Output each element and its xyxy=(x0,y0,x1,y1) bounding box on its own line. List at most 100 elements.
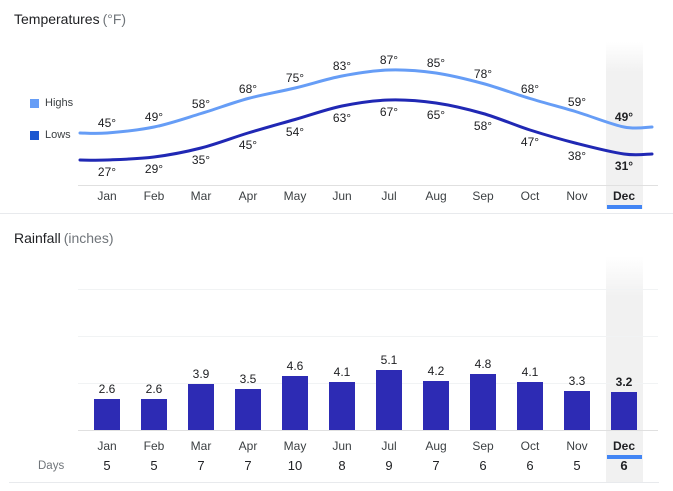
rain-month-label-may[interactable]: May xyxy=(283,439,307,453)
temps-month-label-feb[interactable]: Feb xyxy=(143,189,165,203)
temps-month-label-oct[interactable]: Oct xyxy=(520,189,540,203)
day-count: 5 xyxy=(150,458,158,473)
rain-month-label-sep[interactable]: Sep xyxy=(472,439,494,453)
temperatures-line-chart xyxy=(78,68,654,162)
rain-value-label: 3.2 xyxy=(615,375,633,390)
days-row-caption: Days xyxy=(38,460,65,472)
rain-month-label-nov[interactable]: Nov xyxy=(566,439,588,453)
rain-month-label-oct[interactable]: Oct xyxy=(520,439,540,453)
highs-line xyxy=(78,68,654,135)
rain-value-label: 4.2 xyxy=(427,363,445,378)
rain-bar-oct[interactable] xyxy=(517,381,543,430)
rain-bar-jun[interactable] xyxy=(329,381,355,430)
rain-gridline-4 xyxy=(78,383,658,384)
day-count: 7 xyxy=(197,458,205,473)
rain-axis-line xyxy=(78,430,658,431)
rain-value-label: 5.1 xyxy=(380,353,398,368)
rain-value-label: 4.1 xyxy=(521,364,539,379)
highs-value-label: 45° xyxy=(97,116,117,130)
lows-value-label: 63° xyxy=(332,111,352,125)
rain-month-label-jun[interactable]: Jun xyxy=(332,439,352,453)
highlighted-month-band-rainfall xyxy=(606,256,643,482)
temps-month-label-jan[interactable]: Jan xyxy=(97,189,117,203)
rain-month-label-feb[interactable]: Feb xyxy=(143,439,165,453)
temps-axis-line xyxy=(78,185,658,186)
rain-value-label: 3.3 xyxy=(568,374,586,389)
highlighted-month-underline-rainfall xyxy=(607,455,642,459)
lows-value-label: 58° xyxy=(473,118,493,133)
temps-month-label-apr[interactable]: Apr xyxy=(238,189,258,203)
day-count: 5 xyxy=(573,458,581,473)
rain-bar-sep[interactable] xyxy=(470,373,496,430)
rain-bar-nov[interactable] xyxy=(564,391,590,430)
section-divider xyxy=(0,213,673,214)
highs-value-label: 78° xyxy=(473,66,493,81)
day-count: 10 xyxy=(287,458,303,473)
day-count: 5 xyxy=(103,458,111,473)
rain-month-label-jan[interactable]: Jan xyxy=(97,439,117,453)
rain-value-label: 4.6 xyxy=(286,358,304,373)
rain-gridline-8 xyxy=(78,336,658,337)
temps-month-label-jun[interactable]: Jun xyxy=(332,189,352,203)
rain-month-label-aug[interactable]: Aug xyxy=(425,439,447,453)
highs-value-label: 58° xyxy=(191,96,211,111)
rain-gridline-12 xyxy=(78,289,658,290)
rain-bar-aug[interactable] xyxy=(423,380,449,430)
highs-value-label: 68° xyxy=(520,81,540,96)
rain-month-label-mar[interactable]: Mar xyxy=(190,439,212,453)
rain-bar-dec[interactable] xyxy=(611,392,637,430)
rain-bar-jul[interactable] xyxy=(376,370,402,430)
rain-month-label-jul[interactable]: Jul xyxy=(381,439,397,453)
rain-month-label-dec[interactable]: Dec xyxy=(612,439,635,453)
day-count: 8 xyxy=(338,458,346,473)
rainfall-unit: (inches) xyxy=(63,230,114,246)
rain-value-label: 2.6 xyxy=(145,382,163,397)
day-count: 6 xyxy=(526,458,534,473)
lows-value-label: 67° xyxy=(379,105,399,119)
highlighted-month-band-temps xyxy=(606,42,643,209)
rain-bar-mar[interactable] xyxy=(188,384,214,430)
rain-value-label: 2.6 xyxy=(98,382,116,397)
lows-value-label: 54° xyxy=(285,124,305,139)
lows-value-label: 27° xyxy=(97,165,117,179)
day-count: 7 xyxy=(432,458,440,473)
highs-legend-label: Highs xyxy=(45,97,74,109)
lows-value-label: 29° xyxy=(144,162,164,176)
rain-bar-feb[interactable] xyxy=(141,399,167,430)
temps-month-label-mar[interactable]: Mar xyxy=(190,189,212,203)
highlighted-month-underline-temps xyxy=(607,205,642,209)
highs-legend-swatch-icon xyxy=(30,99,39,108)
bottom-divider xyxy=(9,482,659,483)
highs-value-label: 49° xyxy=(614,110,634,124)
temperatures-unit: (°F) xyxy=(102,11,127,27)
rain-bar-may[interactable] xyxy=(282,375,308,430)
temps-month-label-dec[interactable]: Dec xyxy=(612,189,635,203)
temps-month-label-aug[interactable]: Aug xyxy=(425,189,447,203)
day-count: 6 xyxy=(620,458,628,473)
highs-value-label: 68° xyxy=(238,81,258,96)
day-count: 6 xyxy=(479,458,487,473)
rain-bar-apr[interactable] xyxy=(235,388,261,430)
lows-value-label: 38° xyxy=(567,148,587,163)
temperatures-title: Temperatures (°F) xyxy=(14,11,126,27)
temps-month-label-jul[interactable]: Jul xyxy=(381,189,397,203)
lows-legend-swatch-icon xyxy=(30,131,39,140)
rain-value-label: 4.1 xyxy=(333,364,351,379)
lows-value-label: 35° xyxy=(191,153,211,167)
lows-value-label: 31° xyxy=(614,159,634,173)
temps-month-label-nov[interactable]: Nov xyxy=(566,189,588,203)
rain-month-label-apr[interactable]: Apr xyxy=(238,439,258,453)
rain-value-label: 4.8 xyxy=(474,356,492,371)
highs-value-label: 59° xyxy=(567,95,587,109)
lows-line xyxy=(78,98,654,162)
lows-value-label: 47° xyxy=(520,135,540,149)
lows-legend-label: Lows xyxy=(45,129,71,141)
rainfall-title-text: Rainfall xyxy=(14,230,61,246)
temps-month-label-sep[interactable]: Sep xyxy=(472,189,494,203)
highs-value-label: 49° xyxy=(144,110,164,124)
temps-month-label-may[interactable]: May xyxy=(283,189,307,203)
lows-value-label: 65° xyxy=(426,108,446,122)
rain-bar-jan[interactable] xyxy=(94,399,120,430)
highs-value-label: 87° xyxy=(379,53,399,67)
